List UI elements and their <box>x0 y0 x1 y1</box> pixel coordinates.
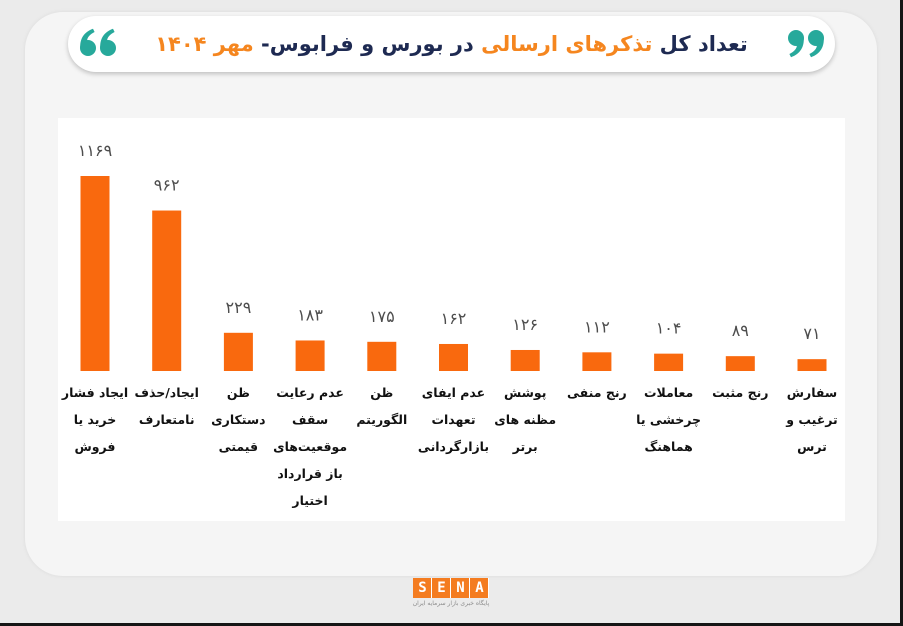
title-banner: تعداد کل تذکرهای ارسالی در بورس و فرابوس… <box>68 16 835 72</box>
opening-quote-icon <box>80 28 116 56</box>
category-label: رنج مثبت <box>712 385 769 400</box>
bar <box>582 352 612 371</box>
bar <box>797 359 827 371</box>
bar-value-label: ۸۹ <box>732 321 749 340</box>
bar-value-label: ۱۷۵ <box>369 307 395 326</box>
bar-value-label: ۱۶۲ <box>441 309 467 328</box>
bar-value-label: ۷۱ <box>803 324 820 343</box>
chart-area: ۱۱۶۹ ۹۶۲ ۲۲۹ ۱۸۳ ۱۷۵ ۱۶۲ ۱۲۶ ۱۱۲ ۱۰۴ ۸۹ ۷۱ ایجاد ف… <box>58 118 845 521</box>
bar <box>223 332 253 371</box>
bar-value-label: ۱۲۶ <box>512 315 538 334</box>
bar <box>725 356 755 371</box>
category-label: پوشش مظنه های برتر <box>494 385 557 454</box>
bar <box>510 349 540 371</box>
category-label: ایجاد/حذف نامتعارف <box>134 385 199 427</box>
bar <box>295 340 325 371</box>
bar <box>439 343 468 371</box>
sena-logo-wordmark: SENA <box>413 578 489 598</box>
title-highlight: تذکرهای ارسالی <box>481 32 653 56</box>
bar-chart: ۱۱۶۹ ۹۶۲ ۲۲۹ ۱۸۳ ۱۷۵ ۱۶۲ ۱۲۶ ۱۱۲ ۱۰۴ ۸۹ ۷۱ <box>78 141 827 371</box>
category-label: معاملات چرخشی یا هماهنگ <box>636 385 702 454</box>
bar <box>654 353 684 371</box>
bar <box>80 176 110 371</box>
bar-value-label: ۱۱۶۹ <box>78 141 112 160</box>
category-label: عدم رعایت سقف موقعیت‌های باز قرارداد اخت… <box>273 385 348 508</box>
bar-value-label: ۲۲۹ <box>226 298 252 317</box>
chart-title: تعداد کل تذکرهای ارسالی در بورس و فرابوس… <box>155 32 748 56</box>
bar-value-label: ۱۰۴ <box>656 319 682 338</box>
title-highlight: مهر ۱۴۰۴ <box>155 32 254 56</box>
category-label: رنج منفی <box>567 385 627 400</box>
category-label: عدم ایفای تعهدات بازارگردانی <box>417 385 490 454</box>
sena-logo-tagline: پایگاه خبری بازار سرمایه ایران <box>412 600 490 607</box>
category-label: سفارش ترغیب و ترس <box>786 385 838 454</box>
bar-value-label: ۱۸۳ <box>297 305 323 324</box>
category-label: ظن الگوریتم <box>356 385 408 427</box>
closing-quote-icon <box>788 30 824 58</box>
bar <box>152 210 182 371</box>
bar <box>367 341 397 371</box>
bar-value-label: ۹۶۲ <box>154 176 180 195</box>
category-label: ظن دستکاری قیمتی <box>211 385 266 454</box>
bar-value-label: ۱۱۲ <box>584 317 610 336</box>
category-label: ایجاد فشار خرید یا فروش <box>61 385 129 454</box>
